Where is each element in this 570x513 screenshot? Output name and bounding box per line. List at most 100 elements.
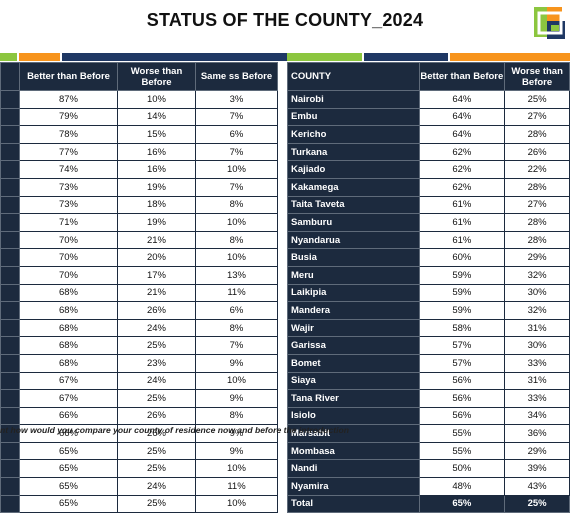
- worse-cell: 20%: [117, 248, 196, 267]
- worse-cell: 43%: [504, 477, 570, 496]
- county-cell: [0, 142, 20, 162]
- worse-cell: 21%: [117, 230, 196, 250]
- better-cell: 62%: [418, 142, 506, 162]
- better-cell: 70%: [19, 230, 118, 250]
- county-name-cell: Taita Taveta: [287, 195, 420, 215]
- better-cell: 65%: [19, 477, 118, 496]
- table-row: Mandera 59% 32%: [287, 301, 570, 320]
- worse-cell: 29%: [504, 441, 570, 461]
- right-worse-header: Worse than Before: [504, 62, 570, 91]
- worse-cell: 16%: [117, 142, 196, 162]
- table-row: 78% 15% 6%: [0, 125, 278, 144]
- better-cell: 64%: [418, 90, 506, 109]
- total-better-cell: 65%: [418, 494, 506, 513]
- worse-cell: 28%: [504, 230, 570, 250]
- better-cell: 48%: [418, 477, 506, 496]
- same-cell: 10%: [195, 494, 278, 513]
- table-row: 74% 16% 10%: [0, 160, 278, 179]
- county-cell: [0, 301, 20, 320]
- table-row: Samburu 61% 28%: [287, 213, 570, 232]
- better-cell: 68%: [19, 318, 118, 338]
- same-cell: 10%: [195, 213, 278, 232]
- county-name-cell: Isiolo: [287, 406, 420, 426]
- same-cell: 6%: [195, 125, 278, 144]
- county-cell: [0, 389, 20, 408]
- worse-cell: 28%: [504, 177, 570, 197]
- worse-cell: 25%: [117, 459, 196, 479]
- county-name-cell: Kericho: [287, 125, 420, 144]
- same-cell: 7%: [195, 177, 278, 197]
- county-cell: [0, 265, 20, 285]
- table-row: 77% 16% 7%: [0, 142, 278, 162]
- color-stripe-navy-left: [62, 53, 288, 61]
- county-name-cell: Samburu: [287, 213, 420, 232]
- same-cell: 10%: [195, 248, 278, 267]
- worse-cell: 14%: [117, 107, 196, 127]
- better-cell: 61%: [418, 195, 506, 215]
- better-cell: 66%: [19, 406, 118, 426]
- worse-cell: 25%: [117, 441, 196, 461]
- same-cell: 8%: [195, 318, 278, 338]
- worse-cell: 25%: [504, 90, 570, 109]
- same-cell: 6%: [195, 301, 278, 320]
- same-cell: 8%: [195, 195, 278, 215]
- county-cell: [0, 371, 20, 391]
- county-cell: [0, 494, 20, 513]
- table-row: 68% 26% 6%: [0, 301, 278, 320]
- table-row: 70% 20% 10%: [0, 248, 278, 267]
- county-cell: [0, 90, 20, 109]
- county-name-cell: Siaya: [287, 371, 420, 391]
- left-better-header: Better than Before: [19, 62, 118, 91]
- worse-cell: 33%: [504, 353, 570, 373]
- county-name-cell: Bomet: [287, 353, 420, 373]
- county-name-cell: Busia: [287, 248, 420, 267]
- better-cell: 67%: [19, 371, 118, 391]
- county-name-cell: Embu: [287, 107, 420, 127]
- better-cell: 62%: [418, 160, 506, 179]
- worse-cell: 30%: [504, 336, 570, 355]
- better-cell: 50%: [418, 459, 506, 479]
- table-row: Embu 64% 27%: [287, 107, 570, 127]
- county-cell: [0, 318, 20, 338]
- county-name-cell: Wajir: [287, 318, 420, 338]
- worse-cell: 33%: [504, 389, 570, 408]
- table-row: Nairobi 64% 25%: [287, 90, 570, 109]
- better-cell: 56%: [418, 406, 506, 426]
- better-cell: 57%: [418, 336, 506, 355]
- better-cell: 68%: [19, 301, 118, 320]
- worse-cell: 22%: [504, 160, 570, 179]
- better-cell: 61%: [418, 230, 506, 250]
- table-row: Taita Taveta 61% 27%: [287, 195, 570, 215]
- better-cell: 59%: [418, 283, 506, 303]
- table-row: Busia 60% 29%: [287, 248, 570, 267]
- same-cell: 3%: [195, 90, 278, 109]
- worse-cell: 30%: [504, 283, 570, 303]
- county-cell: [0, 406, 20, 426]
- better-cell: 87%: [19, 90, 118, 109]
- county-name-cell: Tana River: [287, 389, 420, 408]
- county-name-cell: Turkana: [287, 142, 420, 162]
- color-stripe-orange-left: [19, 53, 60, 61]
- county-cell: [0, 107, 20, 127]
- table-row: 87% 10% 3%: [0, 90, 278, 109]
- table-row: Kajiado 62% 22%: [287, 160, 570, 179]
- county-cell: [0, 353, 20, 373]
- same-cell: 10%: [195, 459, 278, 479]
- table-row: 66% 26% 9%: [0, 424, 278, 443]
- county-cell: [0, 441, 20, 461]
- right-county-header: COUNTY: [287, 62, 420, 91]
- table-row: 68% 24% 8%: [0, 318, 278, 338]
- worse-cell: 19%: [117, 213, 196, 232]
- better-cell: 68%: [19, 283, 118, 303]
- right-table: COUNTY Better than Before Worse than Bef…: [287, 62, 570, 513]
- same-cell: 9%: [195, 353, 278, 373]
- county-name-cell: Marsabit: [287, 424, 420, 443]
- worse-cell: 24%: [117, 477, 196, 496]
- table-row: Marsabit 55% 36%: [287, 424, 570, 443]
- same-cell: 7%: [195, 107, 278, 127]
- table-row: Nyandarua 61% 28%: [287, 230, 570, 250]
- worse-cell: 23%: [117, 353, 196, 373]
- worse-cell: 32%: [504, 301, 570, 320]
- same-cell: 13%: [195, 265, 278, 285]
- worse-cell: 17%: [117, 265, 196, 285]
